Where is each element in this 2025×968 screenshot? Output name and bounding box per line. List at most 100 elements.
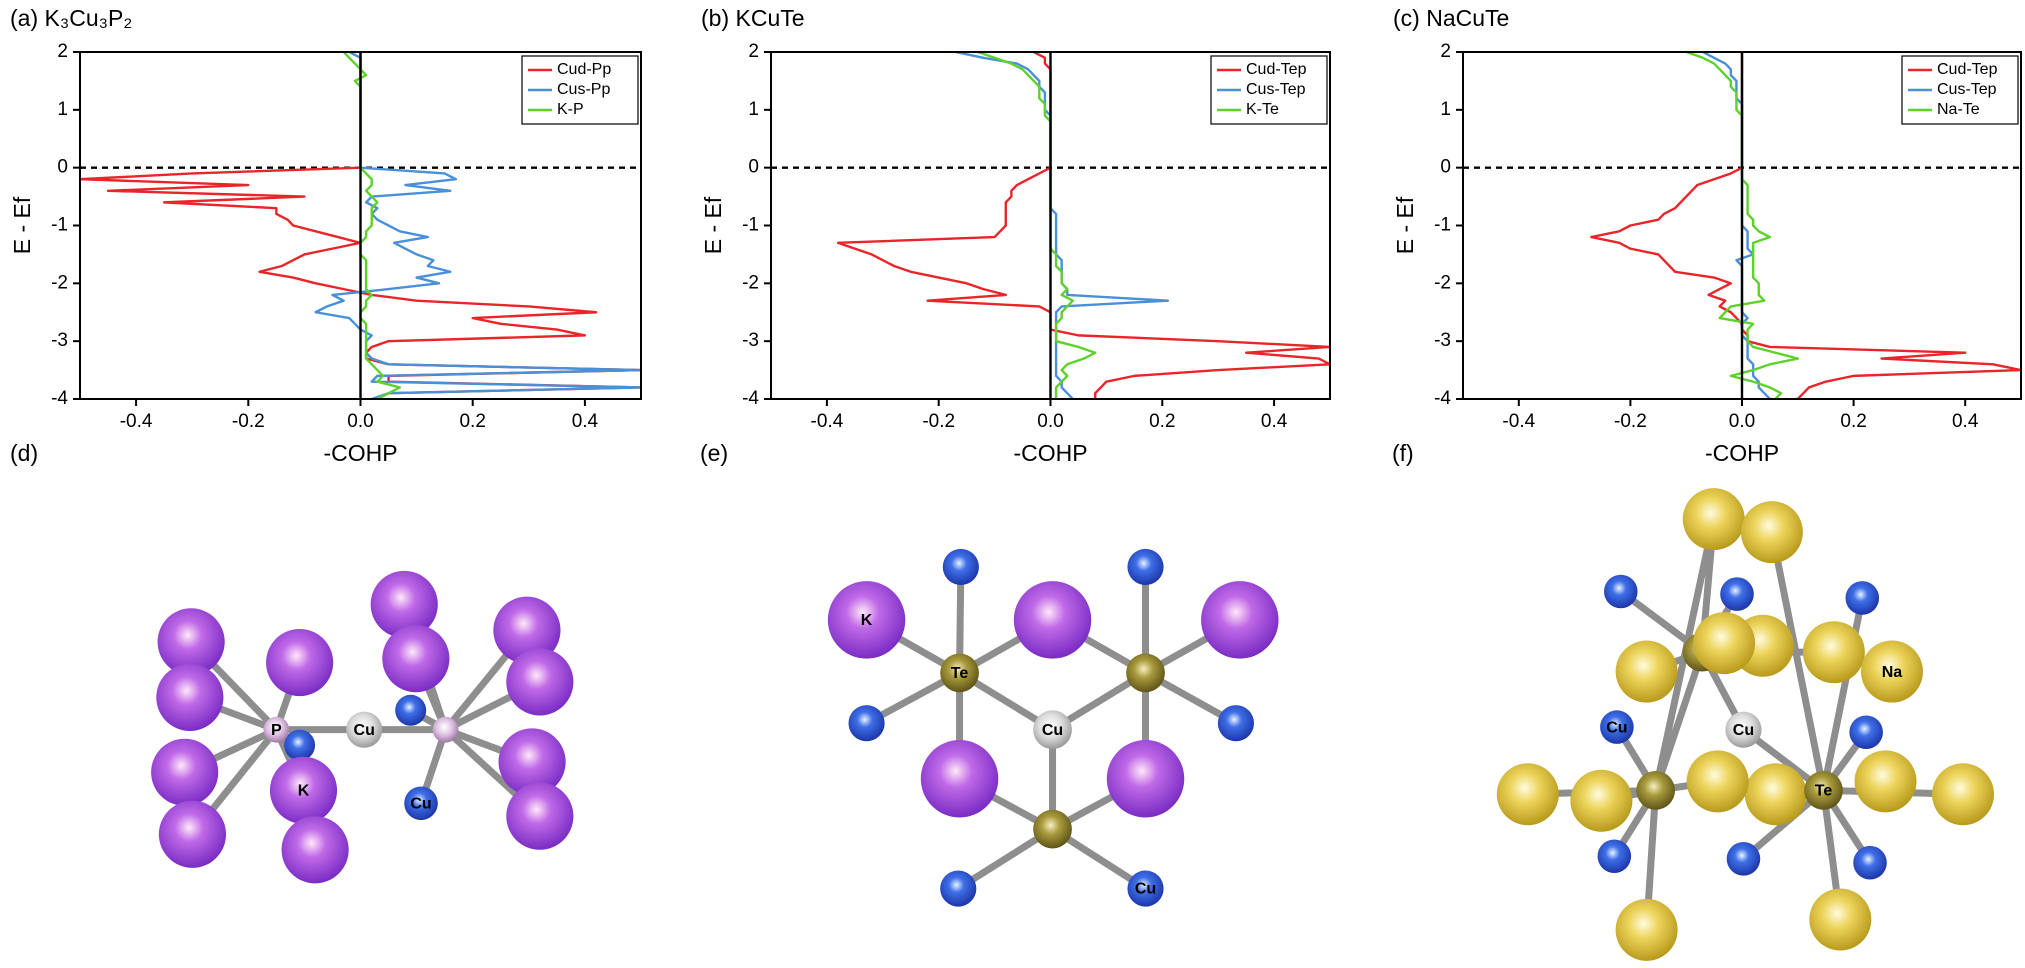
y-tick-label: 0	[57, 157, 68, 178]
x-tick-label: 0.2	[459, 411, 485, 432]
atom	[346, 711, 383, 748]
atom	[269, 756, 338, 824]
structure-panel: (e) K Te Cu Cu	[700, 440, 1279, 907]
y-axis-label: E - Ef	[9, 196, 35, 254]
atom	[940, 870, 977, 907]
legend-label: Cud-Pp	[557, 61, 611, 78]
atom	[1725, 711, 1762, 748]
atom-label: K	[298, 783, 310, 800]
panel-label: (f)	[1392, 440, 1414, 466]
legend-label: Cus-Tep	[1937, 81, 1997, 98]
atom	[1570, 769, 1633, 832]
bond	[1820, 594, 1866, 794]
plot-frame	[79, 51, 642, 400]
atom	[1686, 750, 1749, 813]
atom	[1033, 809, 1072, 849]
y-tick-label: -1	[742, 215, 759, 236]
atom	[1853, 845, 1887, 880]
atom	[1127, 870, 1164, 907]
y-tick-label: 1	[1440, 99, 1451, 120]
atom-label: Cu	[1135, 881, 1156, 898]
atom	[1693, 612, 1756, 675]
atom-label: Te	[1815, 783, 1833, 800]
atom	[1804, 770, 1843, 810]
atom	[1740, 501, 1803, 564]
x-tick-label: -0.2	[232, 411, 265, 432]
atom	[506, 782, 574, 850]
chart-panel: (c) NaCuTe -COHP E - Ef -4 -3 -2 -1 0 1 2 -0.4 -0.2…	[1392, 5, 2022, 466]
atom	[1603, 574, 1638, 609]
x-tick-label: -0.4	[120, 411, 153, 432]
x-tick-label: -0.4	[811, 411, 844, 432]
atom	[1013, 581, 1092, 659]
legend-label: Na-Te	[1937, 101, 1980, 118]
x-tick-label: 0.0	[1037, 411, 1063, 432]
x-tick-label: 0.2	[1149, 411, 1175, 432]
atom	[848, 705, 885, 742]
atom	[281, 816, 349, 884]
structure-panel: (d) P Cu K Cu	[10, 440, 574, 884]
y-axis-label: E - Ef	[700, 196, 726, 254]
atom	[1726, 842, 1761, 876]
y-tick-label: 1	[57, 99, 68, 120]
panel-label: (d)	[10, 440, 38, 466]
x-tick-label: -0.2	[922, 411, 955, 432]
atom-label: P	[271, 722, 282, 739]
atom	[1615, 640, 1678, 703]
x-tick-label: -0.2	[1614, 411, 1647, 432]
atom	[827, 581, 906, 659]
atom	[157, 608, 225, 676]
chart-title: (a) K₃Cu₃P₂	[10, 5, 132, 31]
atom	[395, 694, 427, 726]
y-tick-label: -2	[1434, 272, 1451, 293]
atom	[156, 663, 224, 731]
plot-frame	[1462, 51, 2022, 400]
y-tick-label: 0	[1440, 157, 1451, 178]
y-tick-label: 2	[1440, 41, 1451, 62]
chart-panel: (b) KCuTe -COHP E - Ef -4 -3 -2 -1 0 1 2 -0.4 -0.2 0…	[700, 5, 1331, 466]
x-tick-label: -0.4	[1502, 411, 1535, 432]
x-tick-label: 0.4	[1952, 411, 1979, 432]
atom	[1802, 621, 1865, 684]
atom	[942, 548, 979, 586]
y-axis-label: E - Ef	[1392, 196, 1418, 254]
legend-label: K-Te	[1246, 101, 1279, 118]
atom-label: Te	[951, 665, 969, 682]
atom	[1127, 548, 1164, 586]
x-tick-label: 0.2	[1840, 411, 1866, 432]
y-tick-label: -4	[1434, 388, 1451, 409]
x-axis-label: -COHP	[1705, 440, 1779, 466]
atom	[284, 729, 316, 761]
atom	[920, 740, 999, 818]
legend-label: Cud-Tep	[1937, 61, 1998, 78]
atom	[1597, 839, 1632, 874]
atom	[1845, 581, 1880, 615]
x-tick-label: 0.0	[347, 411, 373, 432]
cohp-line	[1685, 52, 1799, 399]
atom	[1809, 888, 1872, 951]
atom	[404, 786, 438, 821]
atom-label: K	[861, 612, 873, 629]
atom-label: Na	[1882, 664, 1903, 681]
x-axis-label: -COHP	[1013, 440, 1087, 466]
atom-label: Cu	[410, 796, 431, 813]
cohp-line	[977, 52, 1097, 399]
atom	[498, 728, 566, 796]
y-tick-label: -2	[51, 272, 68, 293]
atom	[1720, 577, 1754, 611]
atom-label: Cu	[1042, 722, 1063, 739]
plot-frame	[770, 51, 1331, 400]
y-tick-label: -3	[742, 330, 759, 351]
atom	[1600, 710, 1634, 744]
atom	[506, 648, 574, 716]
atom	[370, 570, 438, 638]
atom	[1201, 581, 1279, 659]
atom	[1106, 740, 1185, 818]
y-tick-label: 2	[748, 41, 759, 62]
atom	[263, 716, 290, 743]
atom	[432, 716, 459, 743]
atom	[1682, 488, 1745, 551]
chart-title: (c) NaCuTe	[1393, 5, 1509, 31]
atom	[1217, 705, 1255, 742]
